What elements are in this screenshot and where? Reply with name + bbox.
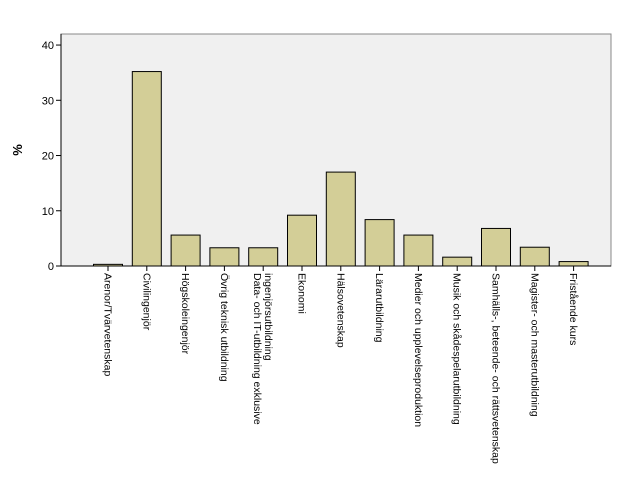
x-category-label: Data- och IT-utbildning exklusive [251,273,263,425]
x-category-label: Hälsovetenskap [334,273,346,348]
bar [287,214,317,267]
bar [558,261,589,267]
bar [248,247,279,267]
bar [325,171,356,267]
bar [519,246,550,267]
bars-group [93,71,589,267]
y-tick-label: 20 [42,151,54,163]
x-category-label: Fristående kurs [567,273,579,345]
x-category-label: Övrig teknisk utbildning [218,273,230,382]
bar [442,256,473,267]
x-category-label: Ekonomi [296,273,308,314]
y-tick-label: 0 [48,261,54,273]
x-category-label: Civilingenjör [140,273,152,331]
x-category-label: Samhälls-, beteende- och rättsvetenskap [490,273,502,464]
x-category-label: Magister- och masterutbildning [528,273,540,417]
bar [170,234,201,267]
y-axis: 0 10 20 30 40 [42,34,62,273]
bar [209,247,240,267]
y-axis-title: % [10,144,25,156]
bar [481,227,511,267]
bar [403,234,434,267]
x-category-label: Musik och skådespelarutbildning [451,273,463,425]
x-category-label: Medier och upplevelseproduktion [412,273,424,427]
bar [131,71,162,267]
y-tick-label: 40 [42,40,54,52]
y-tick-label: 10 [42,206,54,218]
x-axis: Arenor/Tvärvetenskap Civilingenjör Högskol… [61,265,611,464]
y-tick-label: 30 [42,95,54,107]
x-category-label: Arenor/Tvärvetenskap [102,273,114,376]
x-category-label: Högskoleingenjör [179,273,191,355]
x-category-label: Lärarutbildning [373,273,385,343]
bar [364,219,395,267]
x-category-label: ingenjörsutbildning [262,273,274,361]
